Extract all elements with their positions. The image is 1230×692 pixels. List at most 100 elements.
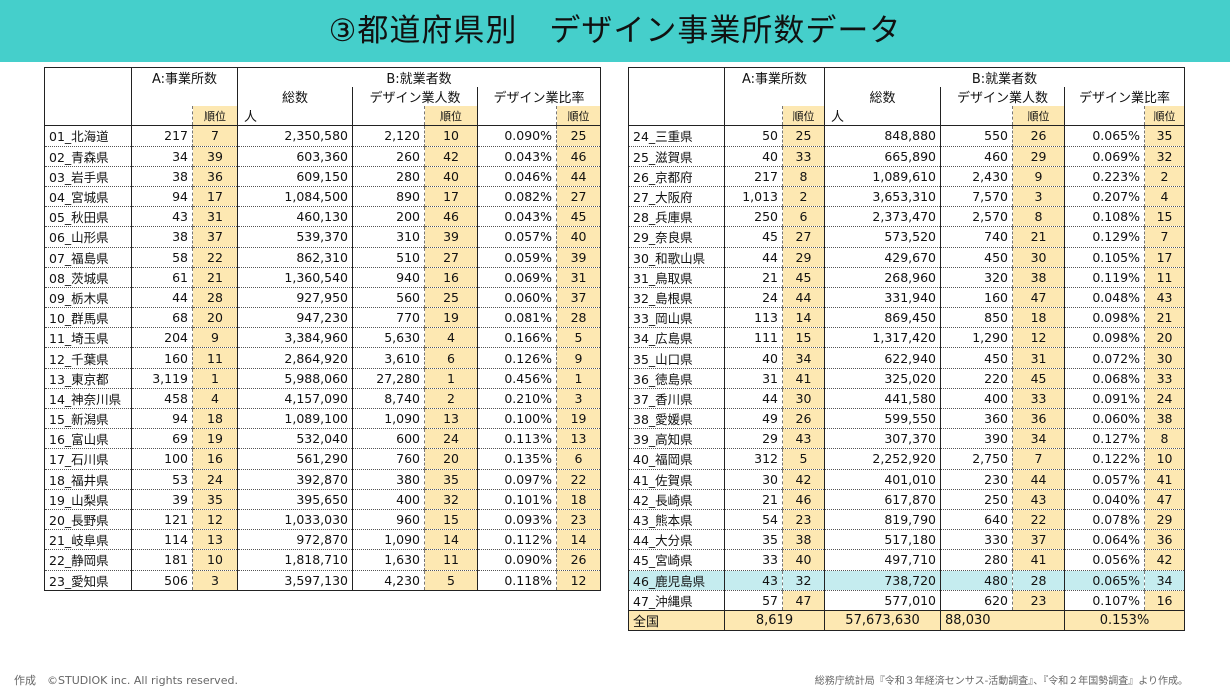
prefecture-name: 16_富山県 — [44, 428, 132, 450]
worker-total: 561,290 — [237, 448, 353, 470]
ratio-rank: 42 — [1144, 549, 1186, 571]
designer-ratio: 0.166% — [477, 327, 557, 349]
designer-rank: 40 — [424, 166, 478, 187]
ratio-rank: 30 — [1144, 347, 1186, 369]
worker-total: 862,310 — [237, 247, 353, 268]
worker-total: 972,870 — [237, 529, 353, 551]
designer-ratio: 0.097% — [477, 469, 557, 490]
establishment-count: 57 — [724, 590, 783, 611]
worker-total: 5,988,060 — [237, 368, 353, 389]
table-row: 44_大分県 35 38 517,180 330 37 0.064% 36 — [628, 529, 1186, 551]
ratio-rank: 22 — [556, 469, 602, 490]
establishment-rank: 43 — [781, 428, 825, 450]
designer-count: 160 — [940, 287, 1013, 309]
designer-ratio: 0.207% — [1064, 186, 1145, 208]
header-rank: 順位 — [1012, 106, 1065, 127]
total-designers: 88,030 — [940, 609, 1065, 632]
worker-total: 497,710 — [824, 549, 941, 571]
table-row: 20_長野県 121 12 1,033,030 960 15 0.093% 23 — [44, 509, 602, 531]
designer-rank: 44 — [1012, 469, 1065, 490]
designer-count: 200 — [352, 206, 425, 228]
prefecture-name: 31_鳥取県 — [628, 267, 725, 288]
table-row: 38_愛媛県 49 26 599,550 360 36 0.060% 38 — [628, 408, 1186, 430]
establishment-count: 181 — [131, 549, 193, 571]
table-row: 28_兵庫県 250 6 2,373,470 2,570 8 0.108% 15 — [628, 206, 1186, 228]
establishment-count: 3,119 — [131, 368, 193, 389]
table-row: 07_福島県 58 22 862,310 510 27 0.059% 39 — [44, 247, 602, 268]
table-row: 04_宮城県 94 17 1,084,500 890 17 0.082% 27 — [44, 186, 602, 208]
designer-rank: 26 — [1012, 125, 1065, 147]
designer-count: 640 — [940, 509, 1013, 531]
establishment-rank: 3 — [191, 570, 238, 591]
designer-count: 480 — [940, 570, 1013, 591]
header-total: 総数 — [237, 87, 353, 107]
ratio-rank: 3 — [556, 388, 602, 410]
prefecture-name: 35_山口県 — [628, 347, 725, 369]
footer-source: 総務庁統計局『令和３年経済センサス‐活動調査』、『令和２年国勢調査』より作成。 — [814, 676, 1188, 687]
worker-total: 3,597,130 — [237, 570, 353, 591]
establishment-rank: 35 — [191, 489, 238, 510]
designer-ratio: 0.118% — [477, 570, 557, 591]
header-rank: 順位 — [191, 106, 238, 127]
designer-count: 620 — [940, 590, 1013, 611]
ratio-rank: 40 — [556, 226, 602, 248]
designer-rank: 2 — [424, 388, 478, 410]
prefecture-name: 01_北海道 — [44, 125, 132, 147]
designer-ratio: 0.135% — [477, 448, 557, 470]
establishment-count: 217 — [131, 125, 193, 147]
designer-ratio: 0.056% — [1064, 549, 1145, 571]
worker-total: 1,089,100 — [237, 408, 353, 430]
establishment-count: 94 — [131, 408, 193, 430]
establishment-count: 44 — [131, 287, 193, 309]
ratio-rank: 47 — [1144, 489, 1186, 510]
table-row: 26_京都府 217 8 1,089,610 2,430 9 0.223% 2 — [628, 166, 1186, 187]
ratio-rank: 29 — [1144, 509, 1186, 531]
establishment-count: 33 — [724, 549, 783, 571]
total-ratio: 0.153% — [1064, 609, 1186, 632]
worker-total: 848,880 — [824, 125, 941, 147]
designer-ratio: 0.105% — [1064, 247, 1145, 268]
ratio-rank: 8 — [1144, 428, 1186, 450]
ratio-rank: 9 — [556, 347, 602, 369]
establishment-count: 50 — [724, 125, 783, 147]
right-table-body: 24_三重県 50 25 848,880 550 26 0.065% 35 25_滋賀県 40 33… — [628, 125, 1186, 611]
worker-total: 268,960 — [824, 267, 941, 288]
establishment-rank: 23 — [781, 509, 825, 531]
prefecture-table-left: A:事業所数 B:就業者数 総数 デザイン業人数 デザイン業比率 順位 人 順位… — [44, 67, 602, 591]
prefecture-name: 45_宮崎県 — [628, 549, 725, 571]
table-row: 43_熊本県 54 23 819,790 640 22 0.078% 29 — [628, 509, 1186, 531]
table-row: 32_島根県 24 44 331,940 160 47 0.048% 43 — [628, 287, 1186, 309]
establishment-rank: 38 — [781, 529, 825, 551]
establishment-rank: 46 — [781, 489, 825, 510]
prefecture-name: 08_茨城県 — [44, 267, 132, 288]
table-row: 41_佐賀県 30 42 401,010 230 44 0.057% 41 — [628, 469, 1186, 490]
worker-total: 1,317,420 — [824, 327, 941, 349]
prefecture-name: 24_三重県 — [628, 125, 725, 147]
worker-total: 2,373,470 — [824, 206, 941, 228]
establishment-count: 204 — [131, 327, 193, 349]
table-row: 05_秋田県 43 31 460,130 200 46 0.043% 45 — [44, 206, 602, 228]
designer-rank: 30 — [1012, 247, 1065, 268]
worker-total: 4,157,090 — [237, 388, 353, 410]
header-blank — [44, 67, 132, 87]
establishment-rank: 31 — [191, 206, 238, 228]
designer-count: 560 — [352, 287, 425, 309]
establishment-count: 24 — [724, 287, 783, 309]
ratio-rank: 6 — [556, 448, 602, 470]
designer-rank: 22 — [1012, 509, 1065, 531]
prefecture-name: 41_佐賀県 — [628, 469, 725, 490]
worker-total: 1,084,500 — [237, 186, 353, 208]
designer-ratio: 0.043% — [477, 206, 557, 228]
designer-count: 280 — [940, 549, 1013, 571]
prefecture-name: 26_京都府 — [628, 166, 725, 187]
designer-ratio: 0.043% — [477, 146, 557, 167]
prefecture-name: 03_岩手県 — [44, 166, 132, 187]
designer-count: 770 — [352, 307, 425, 329]
establishment-count: 34 — [131, 146, 193, 167]
ratio-rank: 4 — [1144, 186, 1186, 208]
establishment-rank: 16 — [191, 448, 238, 470]
designer-rank: 35 — [424, 469, 478, 490]
table-row: 35_山口県 40 34 622,940 450 31 0.072% 30 — [628, 347, 1186, 369]
ratio-rank: 26 — [556, 549, 602, 571]
establishment-count: 111 — [724, 327, 783, 349]
